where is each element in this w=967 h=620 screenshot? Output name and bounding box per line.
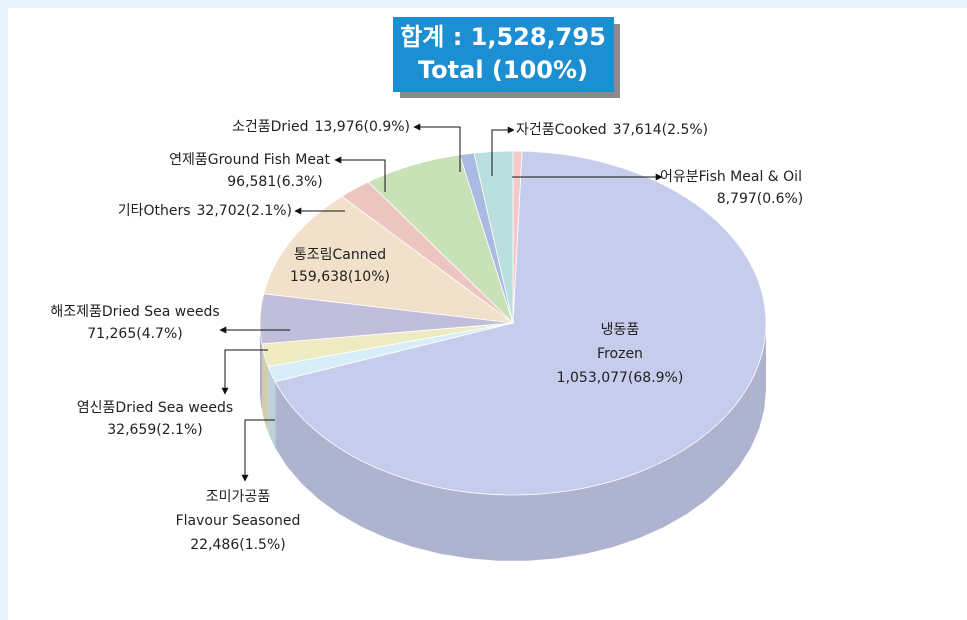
slice-label: 통조림Canned (294, 247, 386, 263)
leader-arrow (491, 126, 515, 176)
chart-subtitle: Total (100%) (418, 56, 588, 84)
value-label: 159,638(10%) (290, 269, 390, 285)
category-label: 기타Others (118, 203, 191, 219)
slice (473, 150, 514, 324)
slice-side (261, 343, 269, 433)
slice-label: 자건품Cooked 37,614(2.5%) (516, 122, 708, 138)
value-label: 32,702(2.1%) (197, 203, 292, 219)
leader-arrow (221, 349, 268, 395)
slice-side (275, 323, 766, 561)
value-label: 96,581(6.3%) (227, 174, 322, 190)
category-label: 자건품Cooked (516, 122, 607, 138)
slice-label: 소건품Dried 13,976(0.9%) (232, 119, 410, 135)
leader-arrow (334, 156, 386, 192)
value-label: 22,486(1.5%) (190, 537, 285, 553)
title-box (393, 17, 614, 92)
slice-label: 냉동품 (601, 322, 640, 338)
slice-label: 32,659(2.1%) (107, 422, 202, 438)
value-label: 37,614(2.5%) (613, 122, 708, 138)
leader-arrow (241, 419, 275, 482)
value-label: 13,976(0.9%) (315, 119, 410, 135)
slice-side (260, 323, 262, 410)
chart-title: 합계 : 1,528,795 (400, 23, 606, 51)
slice-label: 기타Others 32,702(2.1%) (118, 203, 292, 219)
category-label: 해조제품Dried Sea weeds (50, 304, 219, 320)
slice-label: 염신품Dried Sea weeds (77, 400, 233, 416)
slice-label: 96,581(6.3%) (227, 174, 322, 190)
value-label: 71,265(4.7%) (87, 326, 182, 342)
category-label: 냉동품 (601, 322, 640, 338)
category-label: 통조림Canned (294, 247, 386, 263)
category-label: Flavour Seasoned (176, 513, 301, 529)
category-label: 어유분Fish Meal & Oil (660, 169, 802, 185)
leader-arrow (413, 123, 461, 172)
category-label: 소건품Dried (232, 119, 309, 135)
slice-side (268, 366, 276, 448)
slice-label: 조미가공품 (206, 489, 271, 505)
slice-label: 22,486(1.5%) (190, 537, 285, 553)
category-label: 염신품Dried Sea weeds (77, 400, 233, 416)
slice-label: 159,638(10%) (290, 269, 390, 285)
slice-label: 1,053,077(68.9%) (557, 370, 684, 386)
slice-label: 연제품Ground Fish Meat (169, 152, 330, 168)
slice-label: Frozen (597, 346, 643, 362)
value-label: 1,053,077(68.9%) (557, 370, 684, 386)
category-label: 연제품Ground Fish Meat (169, 152, 330, 168)
slice-label: 8,797(0.6%) (717, 191, 804, 207)
value-label: 32,659(2.1%) (107, 422, 202, 438)
slice (263, 195, 515, 324)
category-label: Frozen (597, 346, 643, 362)
value-label: 8,797(0.6%) (717, 191, 804, 207)
slice-label: Flavour Seasoned (176, 513, 301, 529)
slice-label: 71,265(4.7%) (87, 326, 182, 342)
category-label: 조미가공품 (206, 489, 271, 505)
slice (274, 150, 767, 496)
slice-label: 해조제품Dried Sea weeds (50, 304, 219, 320)
slice-label: 어유분Fish Meal & Oil (660, 169, 802, 185)
